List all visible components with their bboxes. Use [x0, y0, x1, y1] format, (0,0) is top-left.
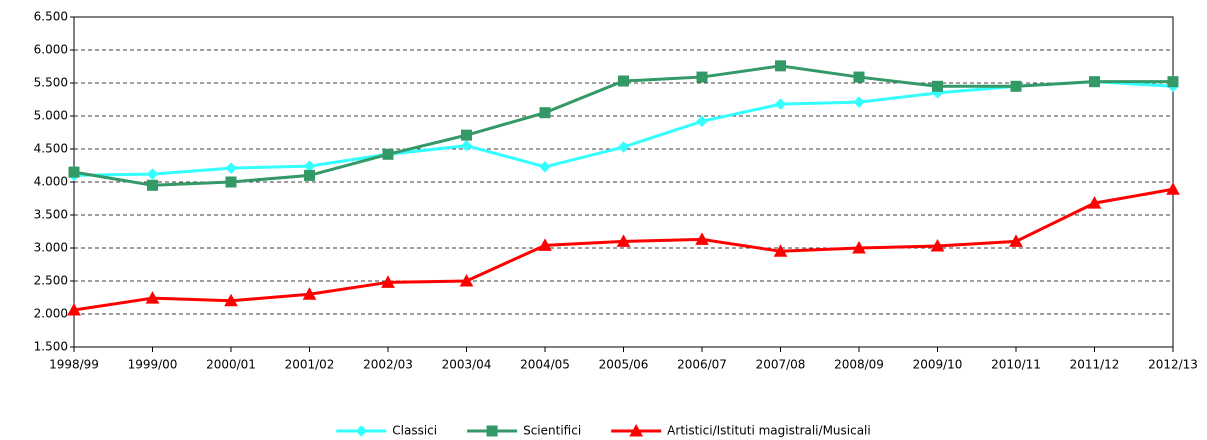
marker: [355, 425, 367, 437]
marker: [930, 238, 945, 252]
marker: [225, 162, 237, 174]
marker: [460, 139, 473, 152]
marker: [618, 75, 629, 87]
marker: [774, 98, 787, 110]
y-tick-label: 4.500: [34, 142, 68, 156]
x-tick-label: 2007/08: [756, 358, 806, 372]
marker: [539, 161, 551, 173]
y-tick-label: 4.000: [34, 175, 68, 189]
marker: [302, 287, 317, 300]
marker: [629, 423, 644, 437]
y-tick-label: 5.000: [34, 109, 68, 123]
marker: [1089, 76, 1100, 88]
x-tick-label: 2005/06: [599, 358, 649, 372]
x-tick-label: 2006/07: [677, 358, 727, 372]
x-tick-label: 2003/04: [442, 358, 492, 372]
marker: [538, 238, 552, 251]
marker: [304, 169, 315, 181]
marker: [146, 168, 159, 180]
x-tick-label: 2009/10: [913, 358, 963, 372]
x-tick-label: 2008/09: [834, 358, 884, 372]
marker: [461, 129, 472, 141]
y-tick-label: 1.500: [34, 340, 68, 354]
series-line: [73, 80, 1174, 177]
marker: [932, 80, 943, 92]
marker: [224, 293, 238, 307]
marker: [303, 160, 316, 172]
x-tick-label: 2002/03: [363, 358, 413, 372]
y-tick-label: 5.500: [34, 76, 68, 90]
marker: [1009, 234, 1023, 247]
marker: [147, 179, 158, 191]
y-tick-label: 3.500: [34, 208, 68, 222]
marker: [696, 115, 708, 127]
marker: [617, 141, 630, 153]
marker: [1167, 76, 1179, 88]
marker: [1010, 80, 1022, 92]
legend-label: Classici: [392, 424, 437, 438]
y-tick-label: 6.000: [34, 43, 68, 57]
marker: [1087, 196, 1102, 209]
x-tick-label: 2000/01: [206, 358, 256, 372]
marker: [852, 240, 866, 254]
x-tick-label: 2012/13: [1148, 358, 1198, 372]
y-tick-label: 3.000: [34, 241, 68, 255]
marker: [773, 244, 788, 257]
x-tick-label: 2004/05: [520, 358, 570, 372]
marker: [853, 96, 865, 108]
series-line: [73, 187, 1174, 312]
marker: [67, 302, 81, 316]
marker: [382, 148, 394, 160]
marker: [616, 234, 631, 247]
x-tick-label: 2010/11: [991, 358, 1041, 372]
y-tick-label: 2.000: [34, 307, 68, 321]
marker: [696, 71, 708, 83]
marker: [459, 273, 474, 287]
marker: [486, 425, 498, 437]
legend-label: Artistici/Istituti magistrali/Musicali: [667, 424, 871, 438]
y-tick-label: 2.500: [34, 274, 68, 288]
marker: [1166, 182, 1180, 195]
marker: [145, 291, 160, 304]
marker: [381, 275, 395, 288]
marker: [68, 166, 80, 178]
legend-label: Scientifici: [523, 424, 581, 438]
marker: [775, 60, 786, 72]
marker: [225, 176, 237, 188]
marker: [695, 232, 709, 245]
marker: [539, 107, 551, 119]
x-tick-label: 1998/99: [49, 358, 99, 372]
y-tick-label: 6.500: [34, 10, 68, 24]
x-tick-label: 2001/02: [285, 358, 335, 372]
x-tick-label: 1999/00: [128, 358, 178, 372]
x-tick-label: 2011/12: [1070, 358, 1120, 372]
marker: [853, 71, 865, 83]
